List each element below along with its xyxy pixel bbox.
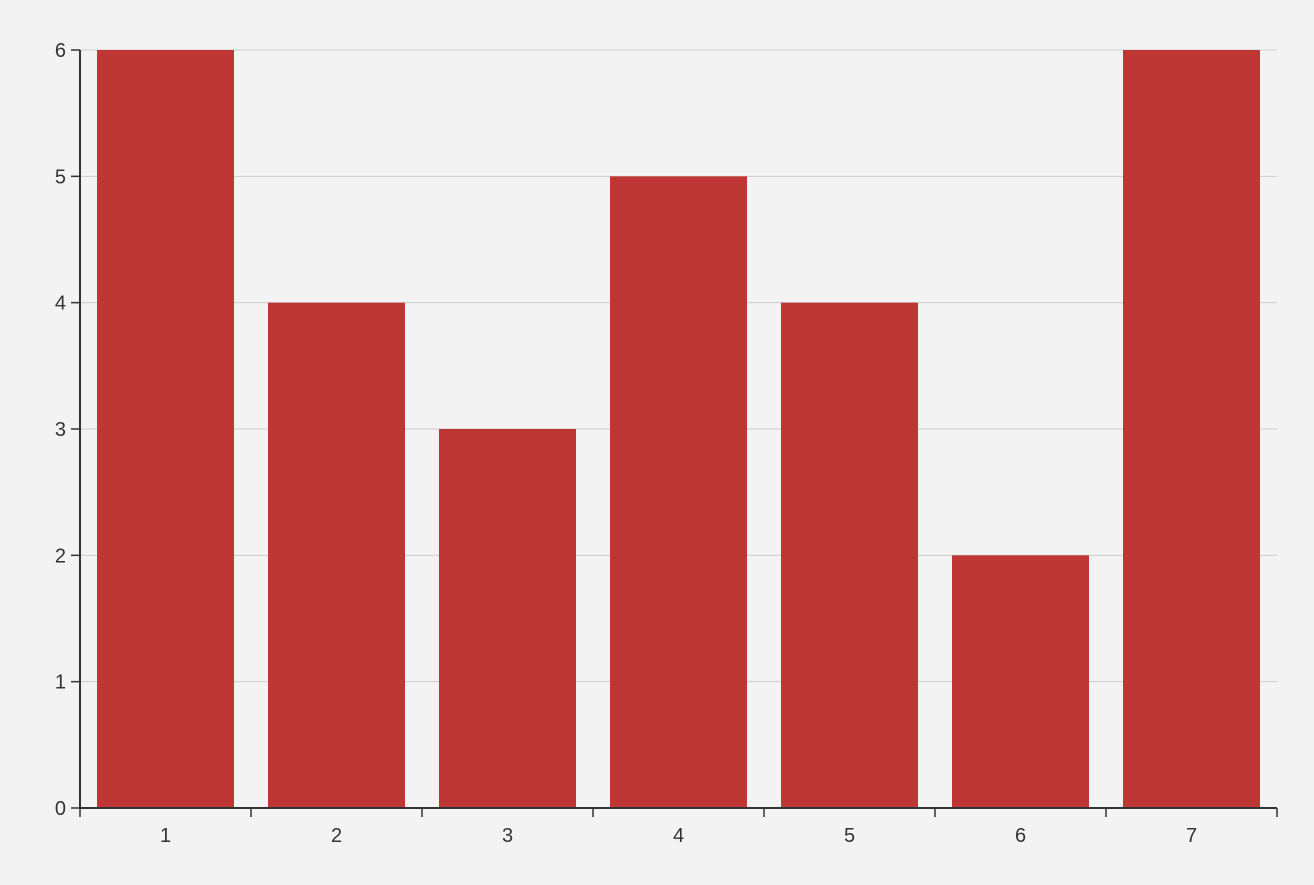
y-tick-label: 5 bbox=[55, 166, 66, 188]
x-tick-label: 1 bbox=[160, 825, 171, 847]
x-tick-label: 3 bbox=[502, 825, 513, 847]
y-tick-label: 6 bbox=[55, 40, 66, 62]
y-tick-label: 1 bbox=[55, 672, 66, 694]
bar-1 bbox=[97, 50, 234, 808]
x-tick-label: 5 bbox=[844, 825, 855, 847]
x-tick-label: 6 bbox=[1015, 825, 1026, 847]
x-tick-label: 7 bbox=[1186, 825, 1197, 847]
bar-2 bbox=[268, 302, 405, 808]
x-tick-label: 2 bbox=[331, 825, 342, 847]
y-tick-label: 4 bbox=[55, 293, 66, 315]
bar-6 bbox=[952, 555, 1089, 808]
bar-5 bbox=[781, 302, 918, 808]
y-tick-label: 0 bbox=[55, 798, 66, 820]
y-tick-label: 3 bbox=[55, 419, 66, 441]
bar-7 bbox=[1123, 50, 1260, 808]
bars bbox=[97, 50, 1260, 809]
axes: 0 1 2 3 4 5 6 1 2 3 4 5 6 7 bbox=[55, 40, 1278, 847]
bar-3 bbox=[439, 429, 576, 808]
x-tick-label: 4 bbox=[673, 825, 684, 847]
bar-4 bbox=[610, 176, 747, 809]
y-tick-label: 2 bbox=[55, 545, 66, 567]
